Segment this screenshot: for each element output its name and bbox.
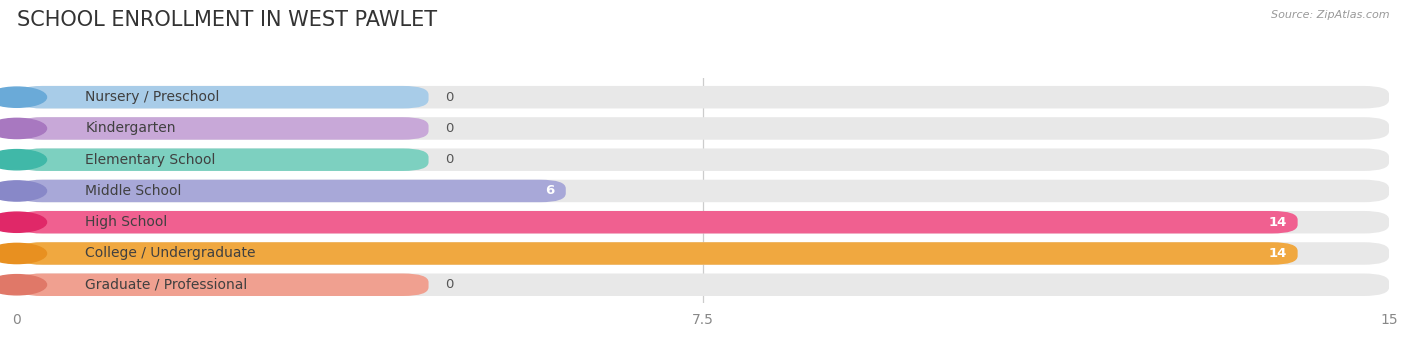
FancyBboxPatch shape (17, 180, 1389, 202)
Text: Elementary School: Elementary School (86, 153, 217, 167)
FancyBboxPatch shape (17, 211, 1298, 234)
FancyBboxPatch shape (17, 117, 429, 140)
Text: 0: 0 (446, 153, 453, 166)
Text: 0: 0 (446, 91, 453, 104)
Text: 14: 14 (1268, 247, 1286, 260)
FancyBboxPatch shape (17, 148, 429, 171)
Text: 0: 0 (446, 278, 453, 291)
Circle shape (0, 212, 46, 232)
Text: Nursery / Preschool: Nursery / Preschool (86, 90, 219, 104)
FancyBboxPatch shape (17, 148, 1389, 171)
Circle shape (0, 150, 46, 170)
Text: Graduate / Professional: Graduate / Professional (86, 278, 247, 292)
Text: Kindergarten: Kindergarten (86, 121, 176, 135)
FancyBboxPatch shape (17, 273, 429, 296)
Circle shape (0, 181, 46, 201)
FancyBboxPatch shape (17, 242, 1298, 265)
Circle shape (0, 118, 46, 138)
Circle shape (0, 87, 46, 107)
FancyBboxPatch shape (17, 242, 1389, 265)
Text: 6: 6 (546, 184, 555, 197)
FancyBboxPatch shape (17, 211, 1389, 234)
Text: Middle School: Middle School (86, 184, 181, 198)
Text: 14: 14 (1268, 216, 1286, 229)
FancyBboxPatch shape (17, 86, 1389, 108)
FancyBboxPatch shape (17, 117, 1389, 140)
Text: 0: 0 (446, 122, 453, 135)
Text: College / Undergraduate: College / Undergraduate (86, 247, 256, 261)
FancyBboxPatch shape (17, 180, 565, 202)
Circle shape (0, 275, 46, 295)
Text: High School: High School (86, 215, 167, 229)
FancyBboxPatch shape (17, 273, 1389, 296)
Text: SCHOOL ENROLLMENT IN WEST PAWLET: SCHOOL ENROLLMENT IN WEST PAWLET (17, 10, 437, 30)
Text: Source: ZipAtlas.com: Source: ZipAtlas.com (1271, 10, 1389, 20)
FancyBboxPatch shape (17, 86, 429, 108)
Circle shape (0, 243, 46, 264)
